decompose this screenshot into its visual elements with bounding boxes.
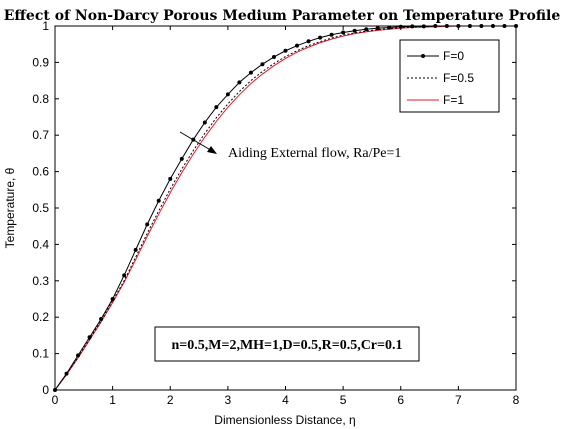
data-point-f-0	[387, 25, 392, 30]
data-point-f-0	[444, 24, 449, 28]
legend-label-f0: F=0	[443, 49, 464, 63]
data-point-f-0	[179, 156, 184, 161]
data-point-f-0	[375, 26, 380, 31]
data-point-f-0	[479, 24, 484, 28]
x-tick-label: 8	[513, 393, 520, 407]
data-point-f-0	[214, 105, 219, 110]
data-point-f-0	[133, 247, 138, 252]
parameters-frame	[154, 326, 420, 362]
data-point-f-0	[306, 39, 311, 44]
annotation-arrowhead	[207, 146, 217, 154]
parameters-box: n=0.5,M=2,MH=1,D=0.5,R=0.5,Cr=0.1	[154, 326, 420, 362]
x-tick-label: 1	[109, 393, 116, 407]
x-tick-label: 4	[282, 393, 289, 407]
data-point-f-0	[467, 24, 472, 28]
chart-title: Effect of Non-Darcy Porous Medium Parame…	[4, 8, 561, 24]
x-axis-label: Dimensionless Distance, η	[214, 413, 355, 427]
data-point-f-0	[99, 317, 104, 322]
y-tick-label: 0.4	[32, 237, 49, 251]
data-point-f-0	[202, 120, 207, 125]
y-tick-label: 0.2	[32, 310, 49, 324]
y-tick-label: 0.9	[32, 55, 49, 69]
data-point-f-0	[329, 32, 334, 37]
data-point-f-0	[364, 27, 369, 32]
annotation-text: Aiding External flow, Ra/Pe=1	[228, 146, 401, 161]
data-point-f-0	[433, 24, 438, 28]
data-point-f-0	[237, 80, 242, 85]
annotation-arrow	[179, 131, 215, 153]
y-tick-label: 0.1	[32, 347, 49, 361]
legend: F=0 F=0.5 F=1	[399, 39, 500, 113]
data-point-f-0	[398, 24, 403, 29]
legend-marker-f0	[421, 54, 425, 58]
y-tick-label: 0.6	[32, 165, 49, 179]
data-point-f-0	[110, 297, 115, 301]
x-tick-label: 5	[340, 393, 347, 407]
data-point-f-0	[514, 24, 518, 28]
data-point-f-0	[87, 335, 92, 340]
y-tick-label: 0.5	[32, 201, 49, 215]
data-point-f-0	[283, 48, 288, 53]
data-point-f-0	[410, 24, 415, 29]
y-tick-label: 0.7	[32, 128, 49, 142]
data-point-f-0	[260, 62, 265, 67]
data-point-f-0	[156, 198, 161, 203]
y-tick-label: 0.3	[32, 274, 49, 288]
data-point-f-0	[168, 176, 173, 181]
x-tick-label: 6	[397, 393, 404, 407]
y-axis-label: Temperature, θ	[3, 167, 17, 248]
data-point-f-0	[456, 24, 461, 28]
data-point-f-0	[352, 28, 357, 33]
data-point-f-0	[225, 92, 230, 97]
data-point-f-0	[248, 70, 253, 75]
legend-label-f05: F=0.5	[443, 71, 474, 85]
x-tick-label: 2	[167, 393, 174, 407]
data-point-f-0	[318, 35, 323, 40]
x-tick-label: 7	[455, 393, 462, 407]
data-point-f-0	[64, 371, 69, 376]
data-point-f-0	[76, 353, 81, 358]
data-point-f-0	[271, 54, 276, 59]
x-tick-label: 3	[225, 393, 232, 407]
data-point-f-0	[341, 30, 346, 35]
data-point-f-0	[295, 43, 300, 48]
aiding-flow-annotation: Aiding External flow, Ra/Pe=1	[179, 131, 401, 161]
data-point-f-0	[53, 388, 57, 392]
parameters-text: n=0.5,M=2,MH=1,D=0.5,R=0.5,Cr=0.1	[171, 338, 402, 353]
x-tick-label: 0	[52, 393, 59, 407]
y-tick-label: 0.8	[32, 92, 49, 106]
legend-label-f1: F=1	[443, 93, 464, 107]
data-point-f-0	[502, 24, 507, 28]
data-point-f-0	[421, 24, 426, 29]
data-point-f-0	[122, 273, 127, 278]
data-point-f-0	[145, 222, 150, 227]
series-layer	[53, 24, 518, 392]
axis-ticks: 0 1 2 3 4 5 6 7 8 0 0.1 0.2 0.3 0.4 0.5 0.6 0.7 0.8 0.9 1	[32, 19, 519, 407]
y-tick-label: 0	[42, 383, 49, 397]
data-point-f-0	[490, 24, 495, 28]
y-tick-label: 1	[42, 19, 49, 33]
